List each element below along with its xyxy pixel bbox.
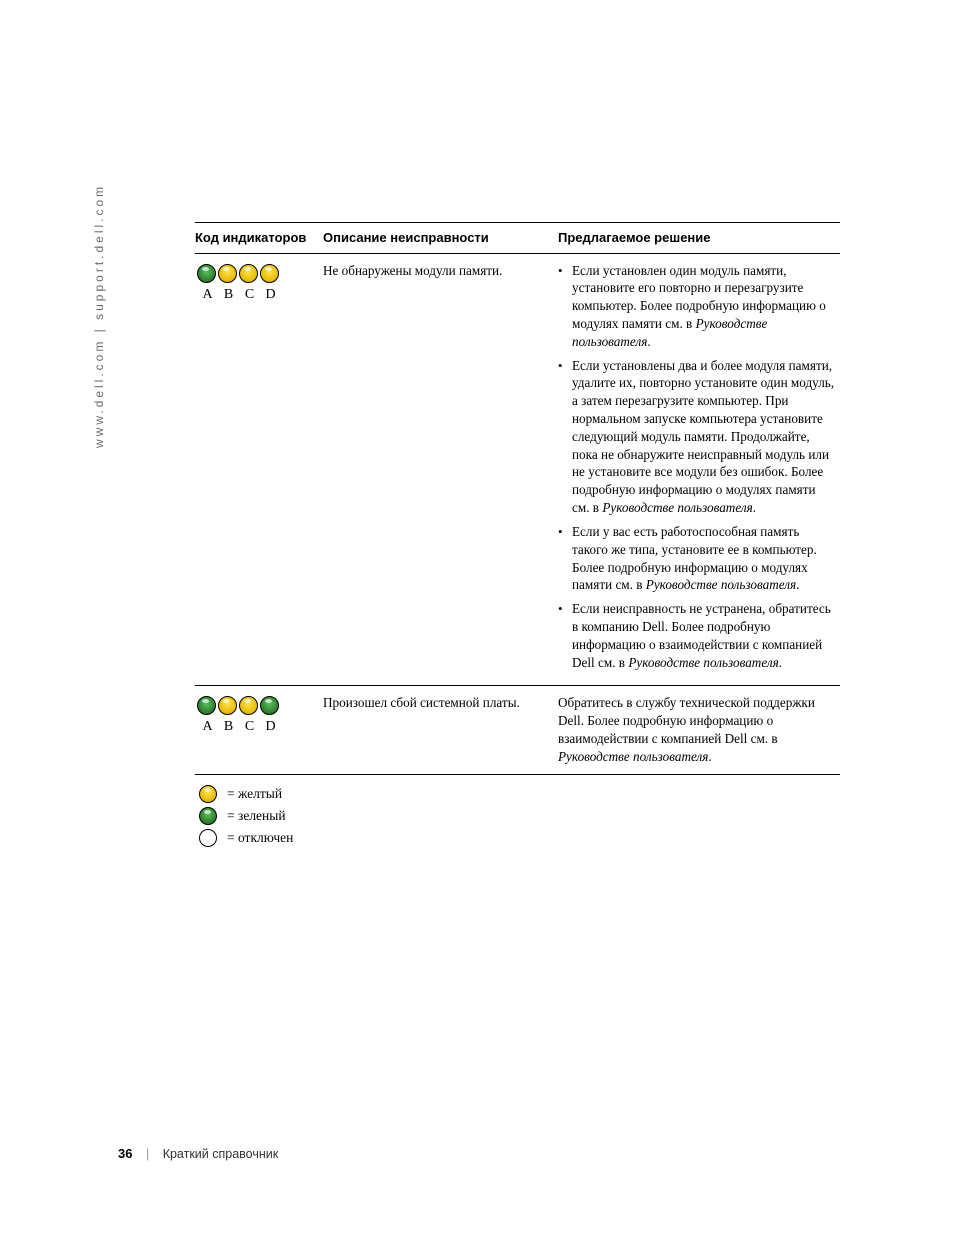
- solution-item: Если установлен один модуль памяти, уста…: [558, 262, 836, 351]
- led-label: C: [239, 718, 260, 737]
- led-green-icon: [260, 696, 279, 715]
- legend-label: = желтый: [227, 786, 282, 802]
- solution-item: Если неисправность не устранена, обратит…: [558, 600, 836, 671]
- th-sol: Предлагаемое решение: [558, 223, 840, 254]
- cell-solution: Обратитесь в службу технической поддержк…: [558, 686, 840, 774]
- cell-led-code: ABCD: [195, 253, 323, 686]
- legend-label: = зеленый: [227, 808, 286, 824]
- led-label: C: [239, 286, 260, 305]
- manual-reference: Руководстве пользователя: [628, 655, 778, 670]
- cell-description: Произошел сбой системной платы.: [323, 686, 558, 774]
- table-row: ABCDПроизошел сбой системной платы.Обрат…: [195, 686, 840, 774]
- led-legend: = желтый = зеленый = отключен: [195, 785, 840, 847]
- led-label: B: [218, 718, 239, 737]
- led-yellow-icon: [260, 264, 279, 283]
- cell-led-code: ABCD: [195, 686, 323, 774]
- manual-reference: Руководстве пользователя: [572, 316, 767, 349]
- manual-reference: Руководстве пользователя: [602, 500, 752, 515]
- led-yellow-icon: [239, 264, 258, 283]
- solution-item: Если установлены два и более модуля памя…: [558, 357, 836, 517]
- led-yellow-icon: [218, 696, 237, 715]
- legend-led-yellow-icon: [199, 785, 217, 803]
- footer-separator: |: [146, 1147, 149, 1161]
- legend-label: = отключен: [227, 830, 293, 846]
- led-label: B: [218, 286, 239, 305]
- diagnostics-table: Код индикаторов Описание неисправности П…: [195, 222, 840, 775]
- led-label: A: [197, 718, 218, 737]
- manual-reference: Руководстве пользователя: [558, 749, 708, 764]
- solution-item: Если у вас есть работоспособная память т…: [558, 523, 836, 594]
- led-yellow-icon: [239, 696, 258, 715]
- legend-led-green-icon: [199, 807, 217, 825]
- th-code: Код индикаторов: [195, 223, 323, 254]
- legend-row: = желтый: [195, 785, 840, 803]
- table-row: ABCDНе обнаружены модули памяти.Если уст…: [195, 253, 840, 686]
- led-green-icon: [197, 264, 216, 283]
- legend-led-off-icon: [199, 829, 217, 847]
- led-label: D: [260, 718, 281, 737]
- led-row: [197, 696, 319, 715]
- footer-title: Краткий справочник: [163, 1147, 279, 1161]
- legend-row: = зеленый: [195, 807, 840, 825]
- led-labels: ABCD: [197, 718, 319, 737]
- cell-solution: Если установлен один модуль памяти, уста…: [558, 253, 840, 686]
- sidebar-url-text: www.dell.com | support.dell.com: [92, 184, 106, 448]
- led-labels: ABCD: [197, 286, 319, 305]
- led-yellow-icon: [218, 264, 237, 283]
- th-desc: Описание неисправности: [323, 223, 558, 254]
- led-label: A: [197, 286, 218, 305]
- legend-row: = отключен: [195, 829, 840, 847]
- page-number: 36: [118, 1146, 132, 1161]
- led-row: [197, 264, 319, 283]
- led-green-icon: [197, 696, 216, 715]
- page-footer: 36 | Краткий справочник: [118, 1146, 278, 1161]
- cell-description: Не обнаружены модули памяти.: [323, 253, 558, 686]
- manual-reference: Руководстве пользователя: [646, 577, 796, 592]
- led-label: D: [260, 286, 281, 305]
- solution-list: Если установлен один модуль памяти, уста…: [558, 262, 836, 672]
- main-content: Код индикаторов Описание неисправности П…: [195, 222, 840, 851]
